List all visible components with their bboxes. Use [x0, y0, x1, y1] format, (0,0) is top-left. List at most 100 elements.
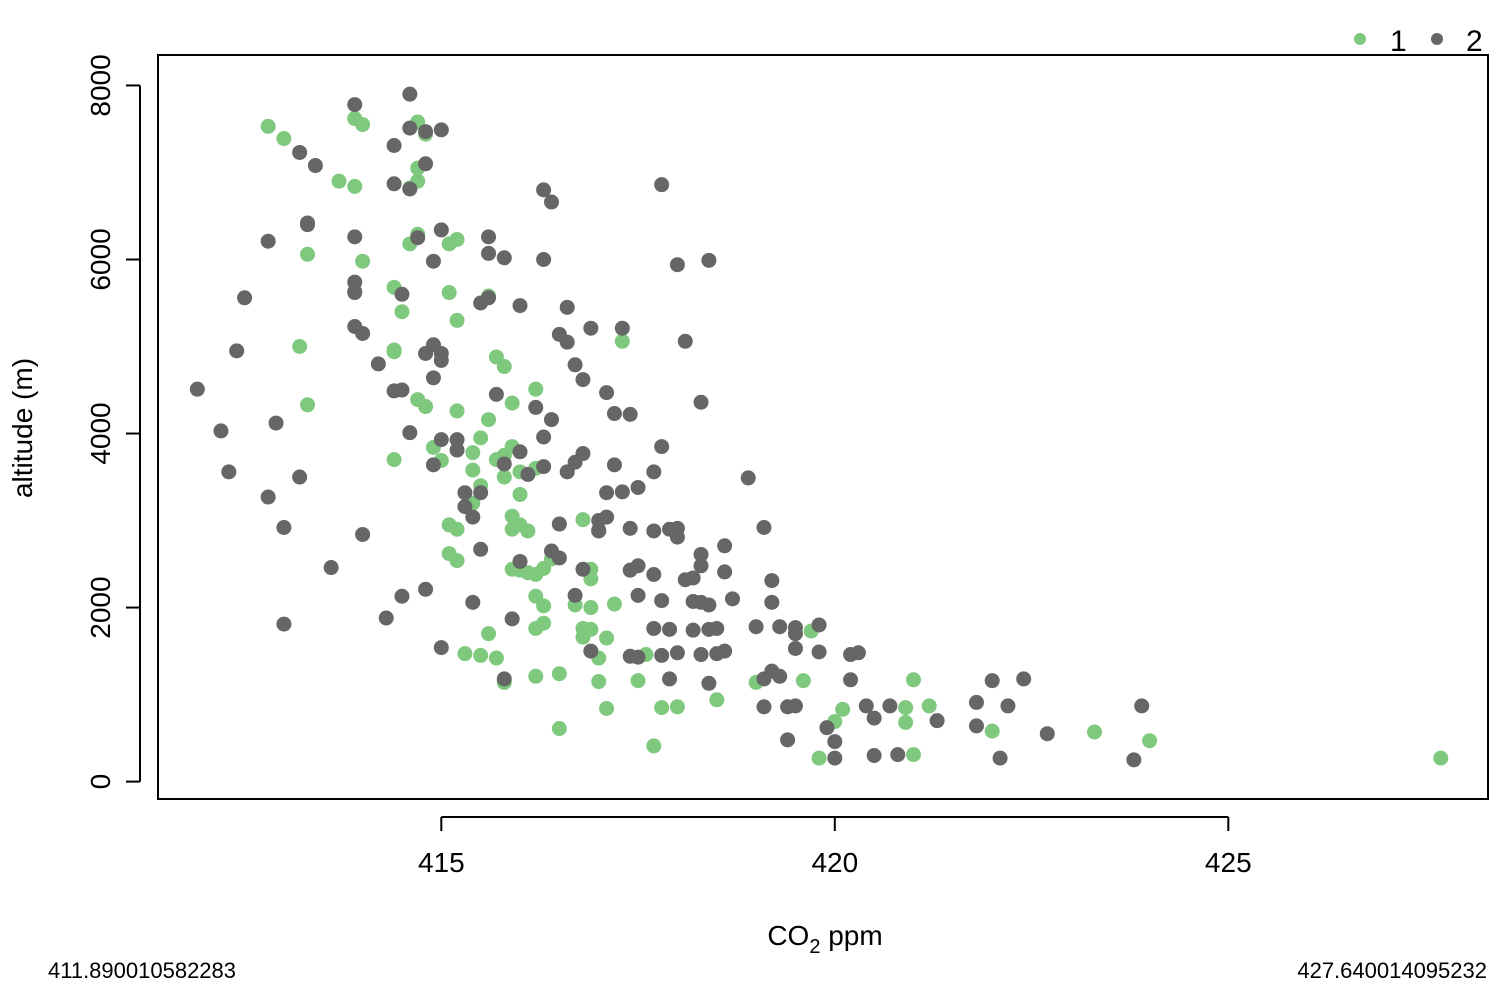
data-point-series-2	[677, 333, 693, 349]
data-point-series-1	[536, 615, 552, 631]
data-point-series-1	[394, 304, 410, 320]
data-point-series-2	[827, 750, 843, 766]
legend-marker-1	[1354, 33, 1366, 45]
data-point-series-2	[583, 643, 599, 659]
data-point-series-2	[780, 732, 796, 748]
data-point-series-2	[748, 619, 764, 635]
data-point-series-2	[858, 698, 874, 714]
data-point-series-2	[418, 124, 434, 140]
data-point-series-2	[559, 299, 575, 315]
data-point-series-1	[386, 452, 402, 468]
data-point-series-2	[504, 611, 520, 627]
legend-label-1: 1	[1390, 25, 1407, 58]
data-point-series-2	[496, 671, 512, 687]
data-point-series-2	[654, 439, 670, 455]
data-point-series-2	[418, 581, 434, 597]
data-point-series-2	[606, 406, 622, 422]
data-point-series-2	[787, 640, 803, 656]
data-point-series-1	[906, 672, 922, 688]
data-point-series-2	[543, 412, 559, 428]
data-point-series-2	[662, 671, 678, 687]
data-point-series-1	[591, 674, 607, 690]
data-point-series-2	[968, 694, 984, 710]
data-point-series-2	[756, 699, 772, 715]
data-point-series-2	[693, 647, 709, 663]
x-axis-title-suffix: ppm	[820, 920, 882, 951]
data-point-series-2	[449, 442, 465, 458]
data-point-series-2	[599, 485, 615, 501]
data-point-series-2	[465, 509, 481, 525]
data-point-series-2	[693, 394, 709, 410]
data-point-series-2	[591, 522, 607, 538]
data-point-series-2	[669, 529, 685, 545]
data-point-series-1	[520, 523, 536, 539]
data-point-series-1	[528, 668, 544, 684]
data-point-series-2	[559, 334, 575, 350]
x-axis-title: CO2 ppm	[767, 920, 882, 958]
data-point-series-2	[425, 457, 441, 473]
data-point-series-2	[701, 597, 717, 613]
data-point-series-2	[984, 673, 1000, 689]
legend-label-2: 2	[1466, 25, 1483, 58]
data-point-series-2	[300, 217, 316, 233]
data-point-series-2	[606, 457, 622, 473]
data-point-series-2	[512, 553, 528, 569]
data-point-series-2	[323, 560, 339, 576]
data-point-series-1	[496, 359, 512, 375]
data-point-series-2	[307, 158, 323, 174]
data-points	[189, 86, 1449, 768]
data-point-series-2	[189, 381, 205, 397]
data-point-series-2	[756, 671, 772, 687]
data-point-series-2	[213, 423, 229, 439]
data-point-series-1	[504, 395, 520, 411]
data-point-series-2	[701, 675, 717, 691]
data-point-series-2	[654, 177, 670, 193]
plot-box	[157, 54, 1489, 800]
data-point-series-2	[567, 587, 583, 603]
y-tick-label: 0	[85, 774, 116, 790]
data-point-series-2	[394, 286, 410, 302]
x-range-max-label: 427.640014095232	[1297, 958, 1487, 983]
data-point-series-2	[551, 516, 567, 532]
data-point-series-1	[496, 469, 512, 485]
data-point-series-2	[882, 698, 898, 714]
data-point-series-1	[481, 412, 497, 428]
data-point-series-2	[402, 120, 418, 136]
data-point-series-1	[1087, 724, 1103, 740]
data-point-series-1	[347, 178, 363, 194]
data-point-series-1	[355, 253, 371, 269]
data-point-series-1	[811, 750, 827, 766]
data-point-series-2	[685, 570, 701, 586]
data-point-series-2	[599, 509, 615, 525]
data-point-series-2	[866, 747, 882, 763]
data-point-series-2	[630, 587, 646, 603]
data-point-series-2	[276, 520, 292, 536]
data-point-series-2	[370, 356, 386, 372]
y-tick-label: 4000	[85, 402, 116, 464]
data-point-series-2	[229, 343, 245, 359]
data-point-series-2	[843, 672, 859, 688]
data-point-series-1	[386, 344, 402, 360]
data-point-series-1	[898, 700, 914, 716]
data-point-series-1	[575, 629, 591, 645]
data-point-series-2	[669, 645, 685, 661]
data-point-series-2	[827, 734, 843, 750]
data-point-series-2	[355, 325, 371, 341]
data-point-series-1	[575, 512, 591, 528]
data-point-series-2	[685, 622, 701, 638]
data-point-series-2	[402, 425, 418, 441]
data-point-series-2	[622, 520, 638, 536]
y-tick-label: 2000	[85, 576, 116, 638]
data-point-series-2	[669, 257, 685, 273]
data-point-series-1	[630, 673, 646, 689]
data-point-series-1	[449, 312, 465, 328]
data-point-series-2	[292, 144, 308, 160]
data-point-series-2	[1000, 698, 1016, 714]
data-point-series-2	[418, 156, 434, 172]
data-point-series-1	[465, 462, 481, 478]
data-point-series-2	[772, 619, 788, 635]
data-point-series-2	[646, 464, 662, 480]
data-point-series-2	[630, 479, 646, 495]
data-point-series-1	[906, 747, 922, 763]
